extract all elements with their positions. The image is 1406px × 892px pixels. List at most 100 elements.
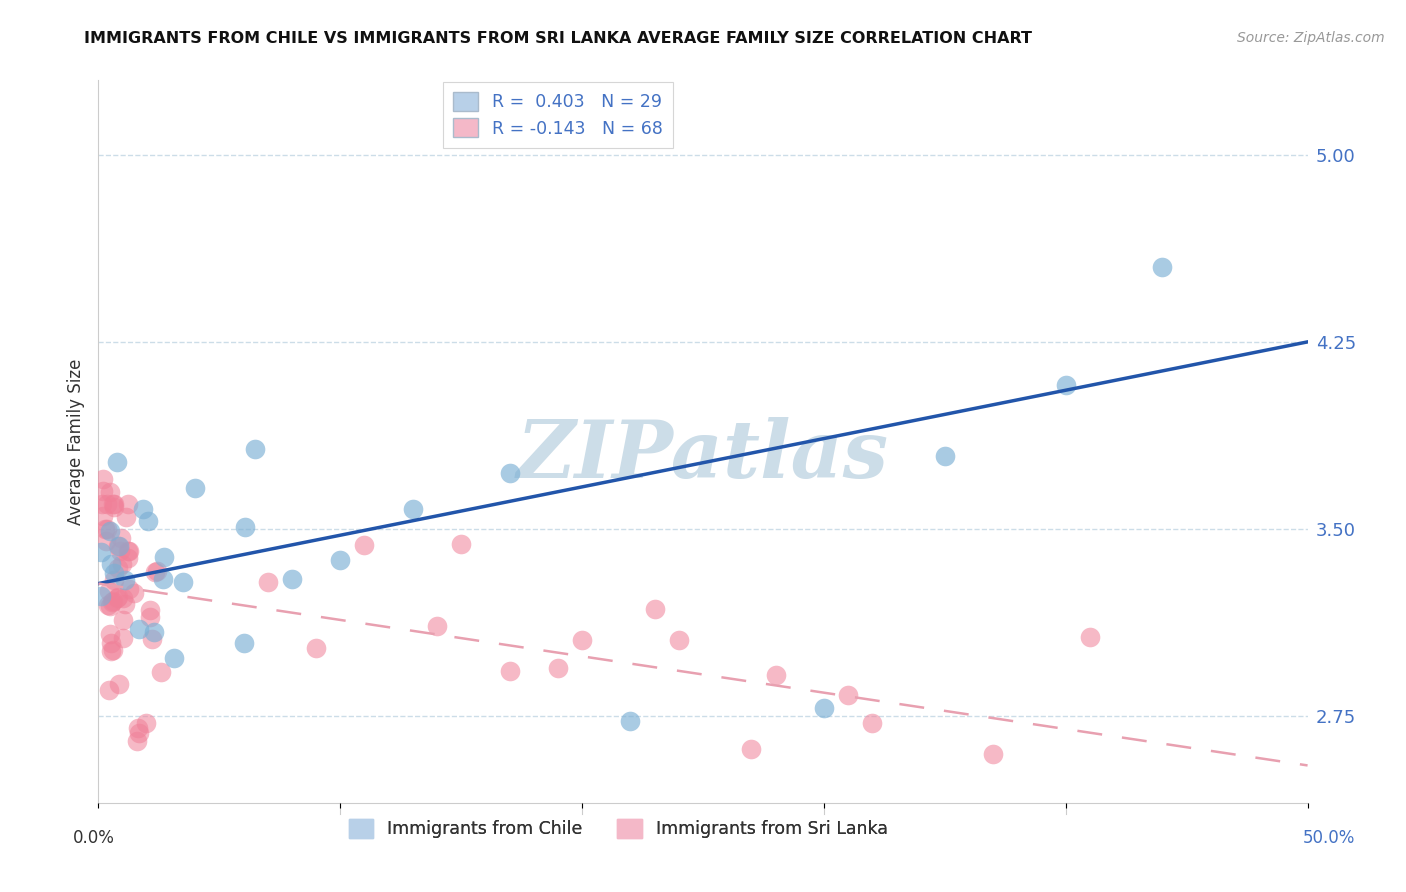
Point	[110, 531, 132, 545]
Point	[619, 714, 641, 728]
Point	[108, 544, 131, 558]
Point	[112, 591, 135, 605]
Point	[128, 726, 150, 740]
Point	[108, 677, 131, 691]
Point	[117, 551, 139, 566]
Point	[813, 701, 835, 715]
Text: ZIPatlas: ZIPatlas	[517, 417, 889, 495]
Point	[97, 583, 120, 598]
Point	[232, 636, 254, 650]
Point	[97, 682, 120, 697]
Point	[426, 619, 449, 633]
Point	[353, 538, 375, 552]
Text: Source: ZipAtlas.com: Source: ZipAtlas.com	[1237, 31, 1385, 45]
Point	[644, 602, 666, 616]
Point	[105, 455, 128, 469]
Point	[571, 632, 593, 647]
Point	[740, 742, 762, 756]
Point	[98, 627, 121, 641]
Point	[450, 537, 472, 551]
Point	[98, 485, 121, 500]
Point	[103, 566, 125, 581]
Point	[1078, 630, 1101, 644]
Point	[143, 625, 166, 640]
Point	[101, 594, 124, 608]
Point	[114, 597, 136, 611]
Point	[934, 450, 956, 464]
Point	[103, 497, 125, 511]
Point	[184, 481, 207, 495]
Point	[118, 544, 141, 558]
Y-axis label: Average Family Size: Average Family Size	[66, 359, 84, 524]
Point	[94, 522, 117, 536]
Point	[100, 644, 122, 658]
Point	[127, 733, 149, 747]
Point	[98, 524, 121, 538]
Point	[1054, 377, 1077, 392]
Point	[146, 564, 169, 578]
Point	[107, 590, 129, 604]
Point	[150, 665, 173, 679]
Point	[765, 668, 787, 682]
Point	[107, 539, 129, 553]
Point	[152, 572, 174, 586]
Point	[256, 575, 278, 590]
Point	[103, 500, 125, 515]
Point	[163, 651, 186, 665]
Point	[135, 716, 157, 731]
Point	[141, 632, 163, 646]
Point	[105, 591, 128, 605]
Point	[498, 466, 520, 480]
Point	[860, 716, 883, 731]
Point	[136, 515, 159, 529]
Point	[114, 573, 136, 587]
Point	[90, 545, 112, 559]
Point	[91, 497, 114, 511]
Point	[127, 721, 149, 735]
Point	[91, 472, 114, 486]
Point	[668, 632, 690, 647]
Point	[101, 595, 124, 609]
Legend: Immigrants from Chile, Immigrants from Sri Lanka: Immigrants from Chile, Immigrants from S…	[339, 808, 898, 848]
Point	[101, 643, 124, 657]
Point	[118, 582, 141, 596]
Point	[138, 603, 160, 617]
Point	[96, 497, 118, 511]
Point	[143, 565, 166, 579]
Point	[981, 747, 1004, 761]
Point	[128, 623, 150, 637]
Point	[98, 599, 121, 614]
Point	[94, 534, 117, 549]
Point	[117, 544, 139, 558]
Point	[91, 509, 114, 524]
Point	[96, 522, 118, 536]
Point	[101, 497, 124, 511]
Point	[329, 553, 352, 567]
Point	[243, 442, 266, 456]
Text: IMMIGRANTS FROM CHILE VS IMMIGRANTS FROM SRI LANKA AVERAGE FAMILY SIZE CORRELATI: IMMIGRANTS FROM CHILE VS IMMIGRANTS FROM…	[84, 31, 1032, 46]
Point	[100, 636, 122, 650]
Point	[114, 509, 136, 524]
Point	[547, 661, 569, 675]
Point	[1152, 260, 1174, 274]
Point	[498, 664, 520, 678]
Point	[107, 561, 129, 575]
Point	[305, 640, 328, 655]
Point	[281, 572, 304, 586]
Point	[100, 557, 122, 571]
Point	[837, 688, 859, 702]
Point	[93, 484, 115, 499]
Point	[122, 586, 145, 600]
Point	[233, 520, 256, 534]
Point	[112, 613, 135, 627]
Point	[111, 558, 134, 572]
Point	[111, 631, 134, 645]
Point	[90, 590, 112, 604]
Point	[103, 573, 125, 587]
Point	[172, 574, 194, 589]
Point	[107, 539, 129, 553]
Point	[132, 502, 155, 516]
Point	[153, 550, 176, 565]
Point	[139, 610, 162, 624]
Text: 50.0%: 50.0%	[1302, 829, 1355, 847]
